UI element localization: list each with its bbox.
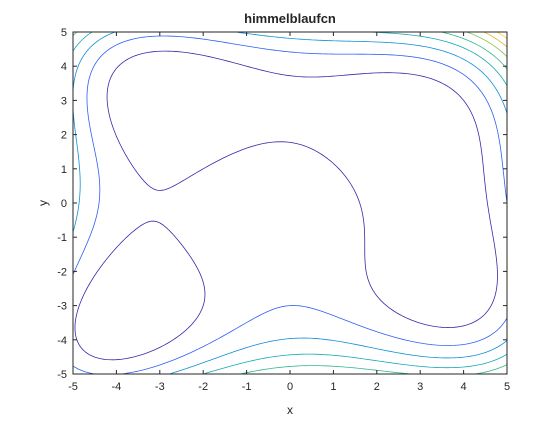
- y-tick-label: 1: [61, 164, 67, 176]
- x-tick-label: 5: [504, 381, 510, 393]
- x-axis-ticks: -5 -4 -3 -2 -1 0 1 2 3 4 5: [68, 32, 510, 393]
- y-axis-ticks: -5 -4 -3 -2 -1 0 1 2 3 4 5: [57, 27, 507, 381]
- x-tick-label: 4: [461, 381, 467, 393]
- y-axis-label: y: [36, 200, 50, 206]
- contour-level-200: [72, 35, 508, 375]
- chart-title: himmelblaufcn: [244, 11, 336, 26]
- x-tick-label: -3: [155, 381, 165, 393]
- contour-lines: [72, 31, 508, 375]
- x-tick-label: -2: [198, 381, 208, 393]
- y-tick-label: -2: [57, 266, 67, 278]
- y-tick-label: -1: [57, 232, 67, 244]
- contour-level-700: [483, 31, 508, 48]
- contour-level-100: [74, 50, 498, 361]
- y-tick-label: 5: [61, 27, 67, 39]
- y-tick-label: 4: [61, 61, 67, 73]
- x-tick-label: -5: [68, 381, 78, 393]
- x-tick-label: 3: [417, 381, 423, 393]
- x-tick-label: -4: [112, 381, 122, 393]
- y-tick-label: -5: [57, 369, 67, 381]
- contour-level-800: [496, 31, 508, 39]
- x-tick-label: 1: [330, 381, 336, 393]
- y-tick-label: -4: [57, 335, 67, 347]
- y-tick-label: -3: [57, 301, 67, 313]
- x-tick-label: 0: [287, 381, 293, 393]
- x-tick-label: 2: [374, 381, 380, 393]
- y-tick-label: 2: [61, 130, 67, 142]
- y-tick-label: 0: [61, 198, 67, 210]
- y-tick-label: 3: [61, 95, 67, 107]
- x-axis-label: x: [287, 403, 293, 417]
- x-tick-label: -1: [242, 381, 252, 393]
